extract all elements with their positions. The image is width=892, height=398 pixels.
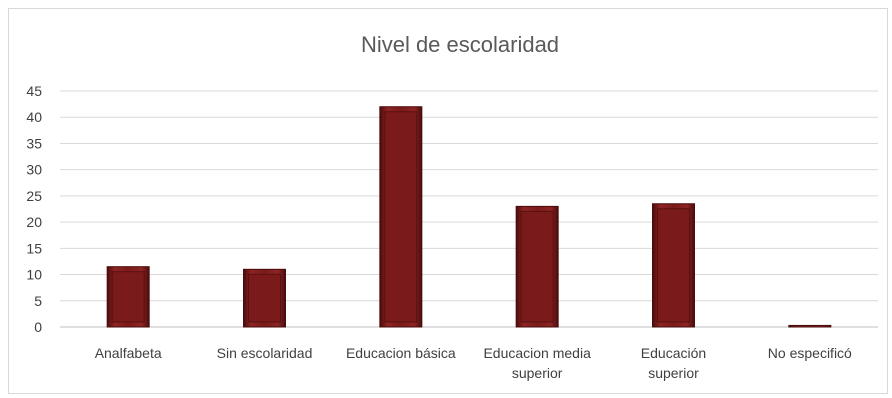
y-tick-label: 0 bbox=[34, 319, 42, 335]
bar bbox=[652, 203, 695, 328]
chart-frame bbox=[8, 8, 888, 394]
y-tick-label: 35 bbox=[26, 135, 42, 151]
y-tick-label: 45 bbox=[26, 83, 42, 99]
bar bbox=[379, 106, 423, 328]
x-category-label: Educacion básica bbox=[346, 345, 456, 361]
y-tick-label: 15 bbox=[26, 240, 42, 256]
gridlines bbox=[60, 90, 878, 328]
y-tick-label: 30 bbox=[26, 162, 42, 178]
bars bbox=[106, 106, 832, 328]
bar-body bbox=[788, 324, 832, 328]
y-tick-label: 10 bbox=[26, 267, 42, 283]
bar bbox=[515, 205, 559, 328]
bar bbox=[243, 268, 286, 328]
x-category-label: Sin escolaridad bbox=[217, 345, 313, 361]
bar-bevel bbox=[520, 210, 554, 323]
x-category-label: Analfabeta bbox=[95, 345, 162, 361]
bar bbox=[788, 324, 832, 328]
x-category-label: Educacion media superior bbox=[483, 345, 591, 381]
x-category-label: Educación superior bbox=[641, 345, 706, 381]
y-tick-label: 25 bbox=[26, 188, 42, 204]
bar-bevel bbox=[248, 273, 281, 323]
x-category-label: No especificó bbox=[768, 345, 852, 361]
bar-bevel bbox=[657, 208, 690, 323]
x-axis-labels: Analfabeta Sin escolaridad Educacion básic… bbox=[95, 345, 852, 381]
y-tick-label: 20 bbox=[26, 214, 42, 230]
chart-title: Nivel de escolaridad bbox=[361, 32, 559, 57]
bar-bevel bbox=[111, 271, 145, 323]
bar-bevel bbox=[384, 111, 418, 323]
bar bbox=[106, 266, 150, 328]
y-tick-label: 40 bbox=[26, 109, 42, 125]
y-axis-ticks: 0 5 10 15 20 25 30 35 40 45 bbox=[26, 83, 42, 335]
y-tick-label: 5 bbox=[34, 293, 42, 309]
